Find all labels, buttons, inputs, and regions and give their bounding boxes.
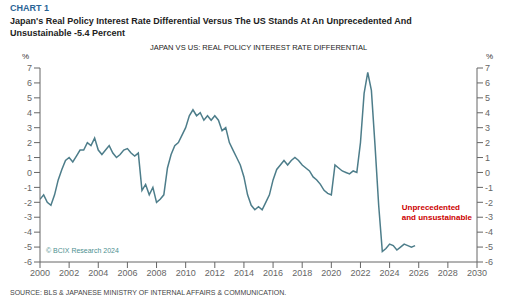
html-text:SOURCE: BLS & JAPANESE MINISTR: SOURCE: BLS & JAPANESE MINISTRY OF INTER… bbox=[10, 289, 287, 296]
svg-text:2000: 2000 bbox=[30, 268, 50, 278]
svg-text:2018: 2018 bbox=[292, 268, 312, 278]
svg-text:2030: 2030 bbox=[467, 268, 487, 278]
svg-text:2014: 2014 bbox=[234, 268, 254, 278]
svg-text:4: 4 bbox=[485, 108, 490, 118]
svg-text:2: 2 bbox=[27, 138, 32, 148]
svg-text:4: 4 bbox=[27, 108, 32, 118]
svg-text:-2: -2 bbox=[485, 198, 493, 208]
svg-text:2004: 2004 bbox=[88, 268, 108, 278]
svg-text:0: 0 bbox=[27, 168, 32, 178]
svg-text:-3: -3 bbox=[485, 212, 493, 222]
svg-text:-1: -1 bbox=[24, 183, 32, 193]
svg-text:-5: -5 bbox=[485, 242, 493, 252]
html-text:Unsustainable -5.4 Percent: Unsustainable -5.4 Percent bbox=[10, 28, 125, 38]
svg-text:-5: -5 bbox=[24, 242, 32, 252]
svg-text:2002: 2002 bbox=[59, 268, 79, 278]
svg-text:-6: -6 bbox=[485, 257, 493, 267]
svg-text:2024: 2024 bbox=[380, 268, 400, 278]
svg-text:2010: 2010 bbox=[176, 268, 196, 278]
svg-text:2020: 2020 bbox=[321, 268, 341, 278]
svg-text:6: 6 bbox=[27, 78, 32, 88]
html-text:© BCIX Research 2024: © BCIX Research 2024 bbox=[46, 247, 119, 254]
svg-text:1: 1 bbox=[485, 153, 490, 163]
svg-text:-4: -4 bbox=[24, 227, 32, 237]
svg-text:2026: 2026 bbox=[409, 268, 429, 278]
svg-text:5: 5 bbox=[485, 93, 490, 103]
svg-text:-1: -1 bbox=[485, 183, 493, 193]
svg-text:2016: 2016 bbox=[263, 268, 283, 278]
svg-text:2012: 2012 bbox=[205, 268, 225, 278]
svg-text:7: 7 bbox=[27, 63, 32, 73]
html-text:CHART 1: CHART 1 bbox=[10, 3, 49, 13]
svg-text:-6: -6 bbox=[24, 257, 32, 267]
svg-text:2006: 2006 bbox=[117, 268, 137, 278]
svg-text:2022: 2022 bbox=[350, 268, 370, 278]
svg-text:5: 5 bbox=[27, 93, 32, 103]
html-text:Japan's Real Policy Interest R: Japan's Real Policy Interest Rate Differ… bbox=[10, 16, 412, 26]
svg-text:2008: 2008 bbox=[147, 268, 167, 278]
html-text:Unprecedented and unsustainabl: Unprecedented and unsustainable bbox=[401, 203, 472, 222]
svg-text:-2: -2 bbox=[24, 198, 32, 208]
svg-text:-4: -4 bbox=[485, 227, 493, 237]
svg-text:6: 6 bbox=[485, 78, 490, 88]
html-text:JAPAN VS US: REAL POLICY INTER: JAPAN VS US: REAL POLICY INTEREST RATE D… bbox=[149, 43, 368, 52]
svg-text:2: 2 bbox=[485, 138, 490, 148]
svg-text:3: 3 bbox=[485, 123, 490, 133]
svg-text:0: 0 bbox=[485, 168, 490, 178]
svg-text:2028: 2028 bbox=[438, 268, 458, 278]
svg-text:7: 7 bbox=[485, 63, 490, 73]
svg-text:-3: -3 bbox=[24, 212, 32, 222]
svg-text:3: 3 bbox=[27, 123, 32, 133]
svg-text:1: 1 bbox=[27, 153, 32, 163]
